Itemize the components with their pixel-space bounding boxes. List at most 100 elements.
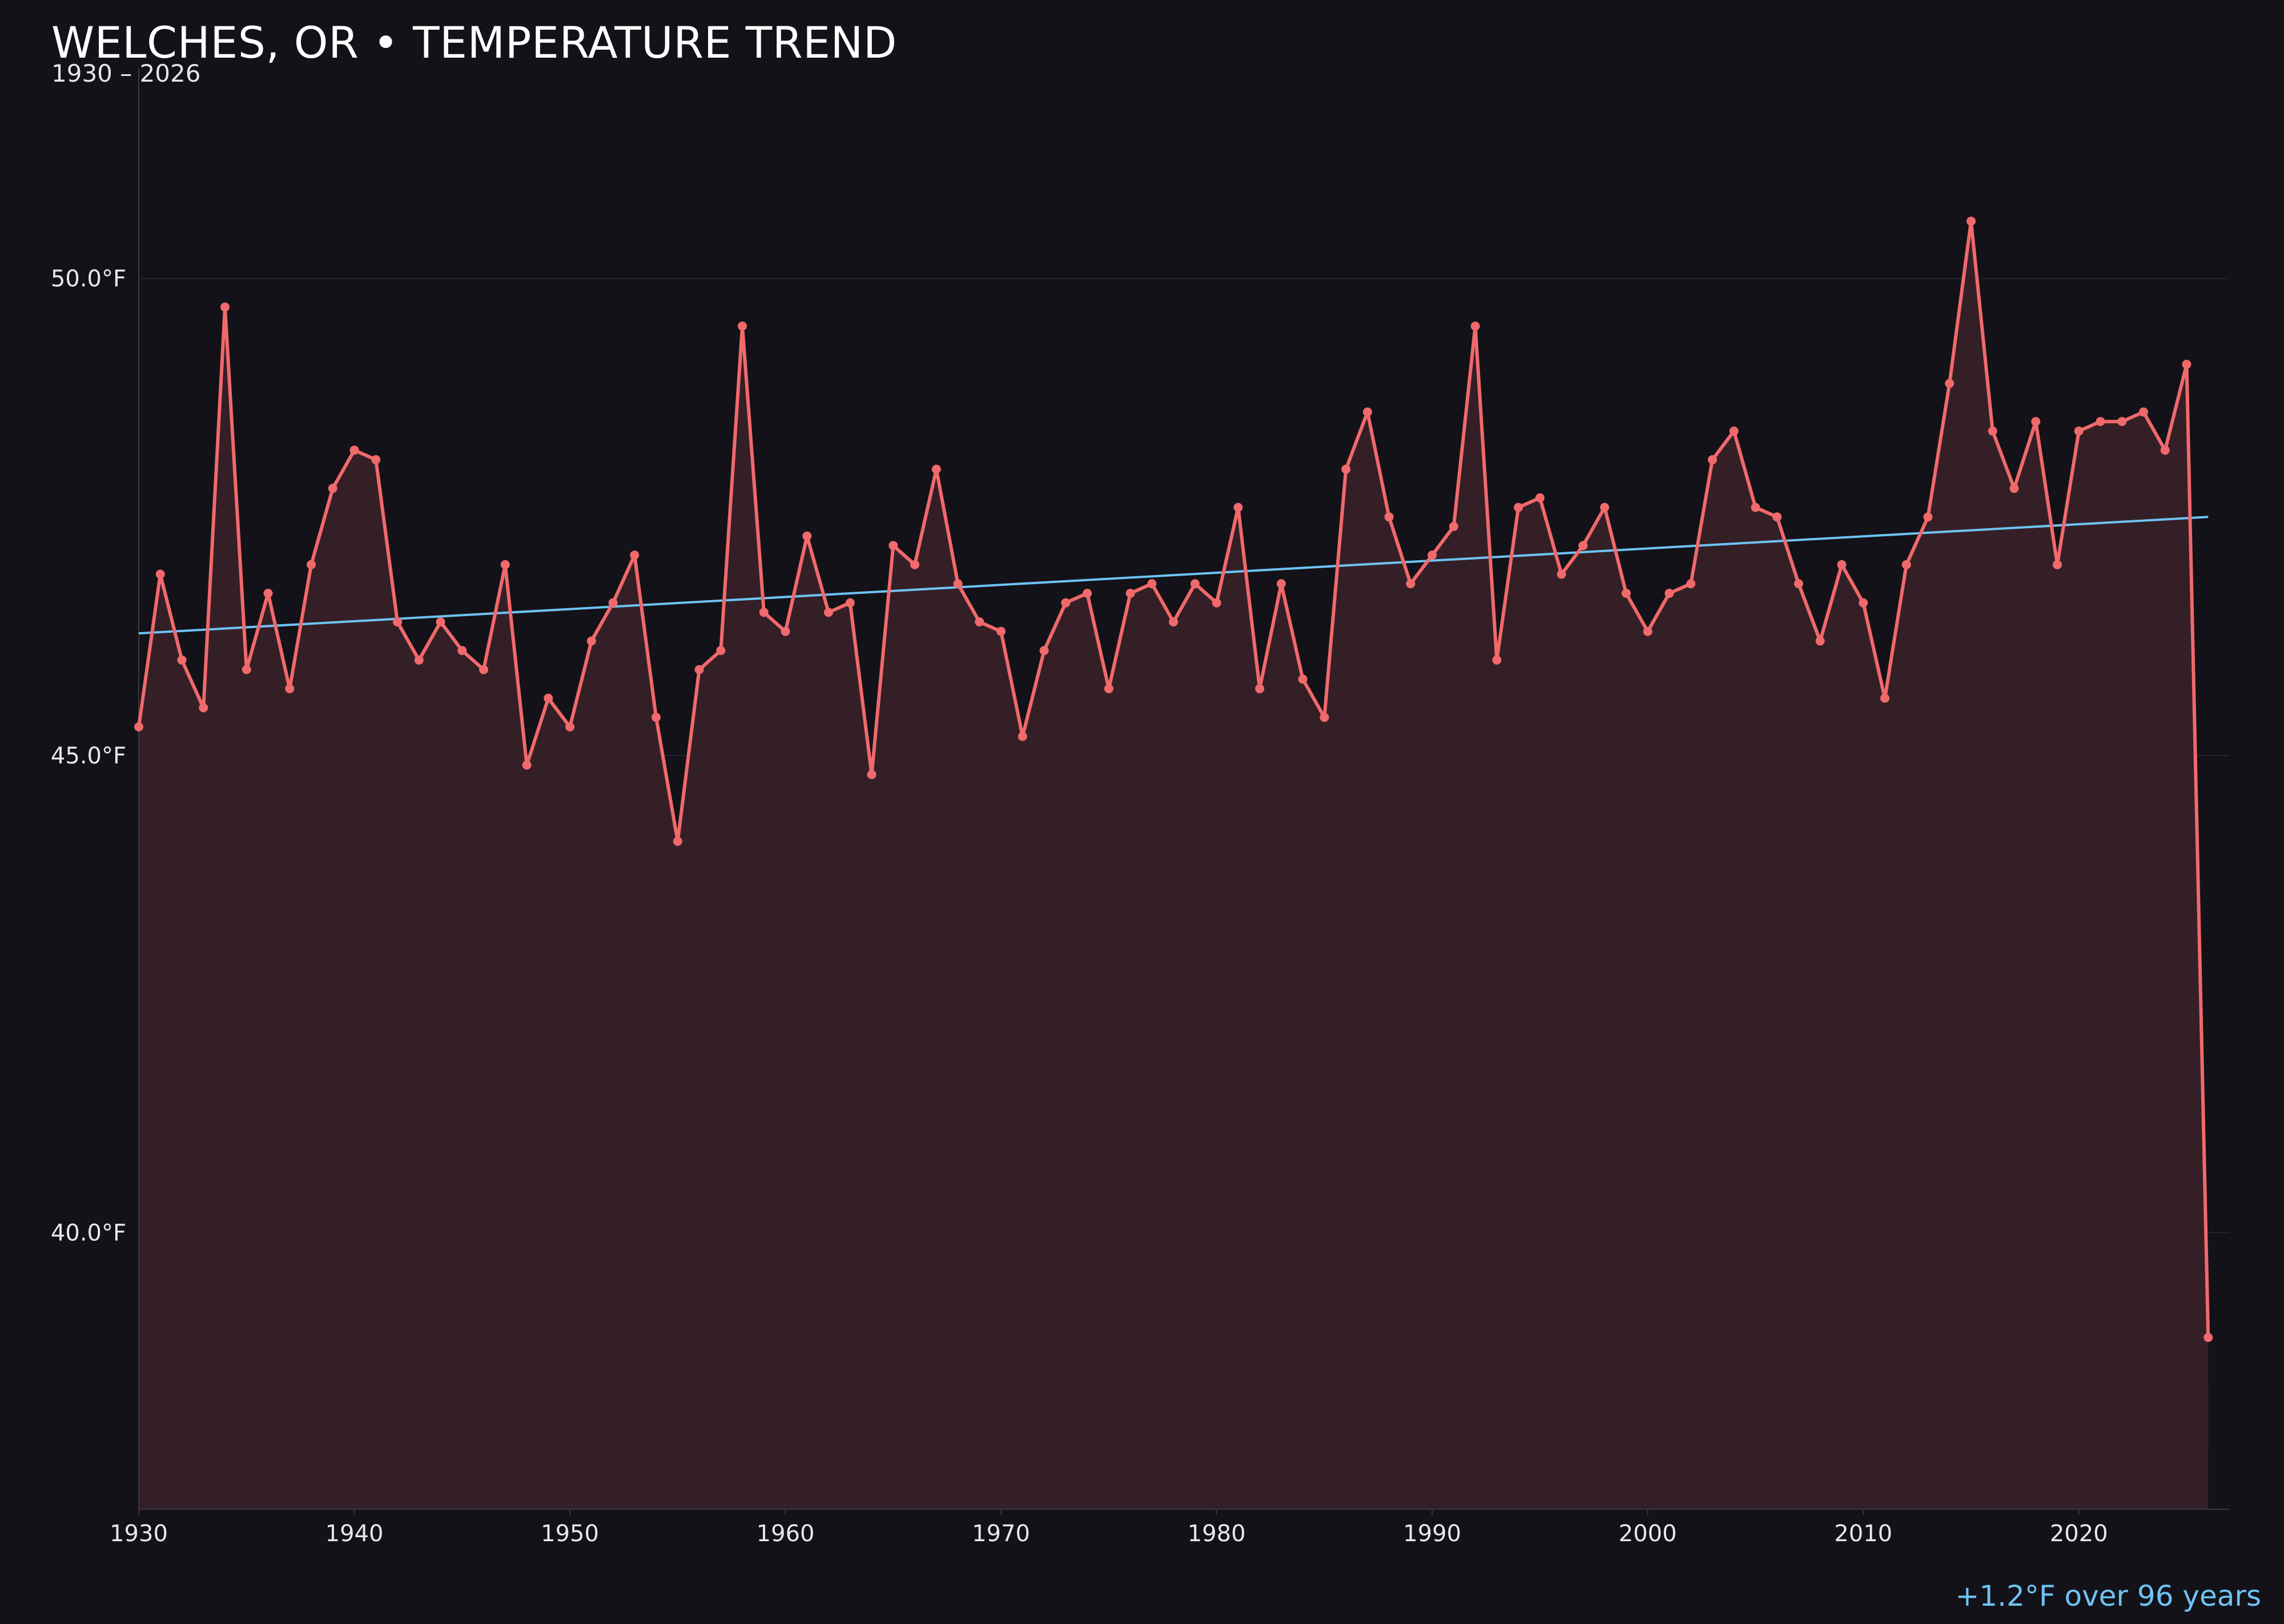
data-point xyxy=(199,703,208,713)
data-point xyxy=(1449,522,1458,532)
data-point xyxy=(1794,579,1803,589)
x-tick-label: 1950 xyxy=(541,1521,599,1547)
data-point xyxy=(479,665,489,674)
data-point xyxy=(1147,579,1157,589)
x-tick-label: 1960 xyxy=(757,1521,815,1547)
data-point xyxy=(738,321,747,331)
data-point xyxy=(716,646,726,656)
data-point xyxy=(1362,407,1372,417)
data-point xyxy=(2203,1333,2213,1342)
data-point xyxy=(155,569,165,579)
data-point xyxy=(242,665,251,674)
data-point xyxy=(177,655,187,665)
data-point xyxy=(349,445,359,455)
data-point xyxy=(522,760,532,770)
data-point xyxy=(1880,693,1889,703)
data-point xyxy=(1233,503,1243,512)
data-point xyxy=(1061,598,1071,608)
data-point xyxy=(1859,598,1868,608)
x-tick-labels: 1930 1940 1950 1960 1970 1980 1990 2000 2010 2020 xyxy=(110,1521,2108,1547)
data-point xyxy=(1039,646,1049,656)
data-point xyxy=(824,608,834,617)
x-tick-label: 1940 xyxy=(325,1521,384,1547)
data-point xyxy=(1384,512,1394,522)
data-point xyxy=(1923,512,1933,522)
data-point xyxy=(1901,560,1911,569)
data-point xyxy=(1707,455,1717,465)
data-point xyxy=(2009,484,2019,493)
data-point xyxy=(953,579,963,589)
data-point xyxy=(1686,579,1696,589)
trend-note: +1.2°F over 96 years xyxy=(1955,1579,2261,1613)
data-point xyxy=(1514,503,1523,512)
data-point xyxy=(1966,216,1976,226)
data-point xyxy=(307,560,316,569)
data-point xyxy=(2182,359,2191,369)
data-point xyxy=(565,722,575,731)
x-tick-label: 2000 xyxy=(1619,1521,1677,1547)
data-point xyxy=(1341,464,1351,474)
data-point xyxy=(910,560,920,569)
data-point xyxy=(2052,560,2062,569)
data-point xyxy=(1945,379,1955,388)
data-point xyxy=(1772,512,1782,522)
data-point xyxy=(457,646,467,656)
data-point xyxy=(1212,598,1221,608)
x-tick-label: 1980 xyxy=(1188,1521,1246,1547)
data-point xyxy=(2160,445,2170,455)
data-point xyxy=(1557,569,1566,579)
x-tick-label: 1930 xyxy=(110,1521,168,1547)
data-point xyxy=(263,588,273,598)
data-point xyxy=(1729,426,1739,436)
data-point xyxy=(781,626,790,636)
data-point xyxy=(1125,588,1135,598)
data-point xyxy=(1492,655,1502,665)
trend-line xyxy=(138,516,2209,635)
data-point xyxy=(1255,684,1265,694)
data-point xyxy=(1190,579,1200,589)
chart-title: WELCHES, OR • TEMPERATURE TREND xyxy=(51,17,897,68)
data-point xyxy=(1837,560,1847,569)
data-point xyxy=(134,722,143,731)
data-point xyxy=(1083,588,1092,598)
data-point xyxy=(436,617,445,627)
data-point xyxy=(371,455,381,465)
y-tick-label: 45.0°F xyxy=(51,743,126,769)
points-layer xyxy=(134,216,2213,1342)
area-layer xyxy=(139,221,2209,1509)
data-point xyxy=(888,541,898,550)
data-point xyxy=(845,598,855,608)
data-point xyxy=(1600,503,1610,512)
y-tick-label: 50.0°F xyxy=(51,266,126,292)
data-point xyxy=(500,560,510,569)
data-point xyxy=(608,598,618,608)
data-point xyxy=(1470,321,1480,331)
series-area-fill xyxy=(139,221,2209,1509)
data-point xyxy=(285,684,295,694)
x-tick-label: 1970 xyxy=(972,1521,1030,1547)
data-point xyxy=(867,770,876,779)
data-point xyxy=(802,531,812,541)
data-point xyxy=(1298,674,1308,684)
trend-layer xyxy=(138,516,2209,635)
data-point xyxy=(2117,417,2127,427)
data-point xyxy=(931,464,941,474)
data-point xyxy=(694,665,704,674)
data-point xyxy=(1621,588,1631,598)
axis-layer xyxy=(138,69,2230,1515)
data-point xyxy=(2074,426,2084,436)
data-point xyxy=(673,837,682,846)
y-tick-labels: 40.0°F 45.0°F 50.0°F xyxy=(51,266,126,1247)
data-point xyxy=(759,608,769,617)
x-tick-label: 2020 xyxy=(2050,1521,2108,1547)
chart-subtitle: 1930 – 2026 xyxy=(51,59,201,87)
data-point xyxy=(220,302,230,312)
data-point xyxy=(586,636,596,646)
data-point xyxy=(1535,493,1545,503)
data-point xyxy=(1578,541,1588,550)
data-point xyxy=(393,617,403,627)
data-point xyxy=(1664,588,1674,598)
data-point xyxy=(1815,636,1825,646)
data-point xyxy=(328,484,337,493)
